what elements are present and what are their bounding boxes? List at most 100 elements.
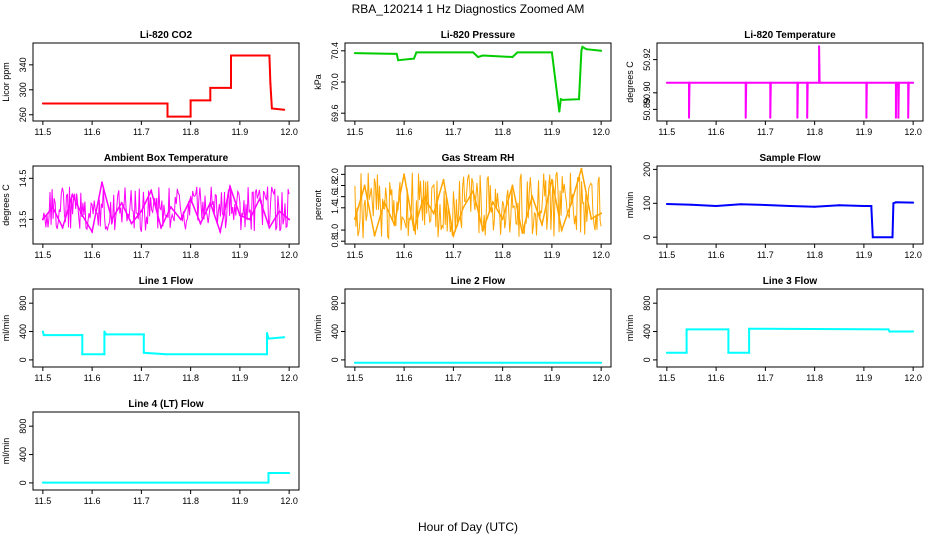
x-tick-label: 11.6 <box>708 250 725 260</box>
data-point <box>585 48 588 51</box>
data-point <box>561 98 564 101</box>
data-point <box>353 52 356 55</box>
x-tick-label: 11.8 <box>182 250 199 260</box>
panel-title: Line 3 Flow <box>763 276 818 287</box>
data-point <box>600 212 603 215</box>
data-point <box>580 167 583 170</box>
data-point <box>590 217 593 220</box>
y-tick-label: 800 <box>18 296 28 311</box>
data-point <box>266 332 268 334</box>
series-line <box>42 472 290 484</box>
y-tick-label: 0 <box>18 357 28 362</box>
x-tick-label: 11.7 <box>133 250 150 260</box>
x-tick-label: 11.9 <box>231 250 248 260</box>
x-tick-label: 11.9 <box>231 127 248 137</box>
data-point <box>862 205 865 207</box>
y-tick-label: 1.4 <box>330 202 340 215</box>
data-point <box>501 217 504 220</box>
data-point <box>413 229 415 232</box>
data-point <box>42 334 45 337</box>
data-point <box>283 336 286 339</box>
data-point <box>578 98 580 101</box>
data-point <box>481 54 484 57</box>
x-tick-label: 11.8 <box>806 373 823 383</box>
data-point <box>888 330 891 333</box>
data-point <box>769 81 772 84</box>
data-point <box>865 116 868 119</box>
data-point <box>907 116 910 119</box>
data-point <box>166 115 169 118</box>
data-point <box>870 205 873 207</box>
data-point <box>580 49 583 52</box>
data-point <box>103 330 106 333</box>
y-tick-label: 0 <box>330 357 340 362</box>
y-axis-label: ml/min <box>625 192 635 219</box>
data-point <box>818 45 821 48</box>
data-point <box>403 173 406 176</box>
figure-title: RBA_120214 1 Hz Diagnostics Zoomed AM <box>352 2 585 16</box>
y-tick-label: 260 <box>18 107 28 122</box>
x-tick-label: 12.0 <box>592 373 610 383</box>
y-tick-label: 1.0 <box>330 224 340 237</box>
data-point <box>907 81 910 84</box>
data-point <box>41 481 44 484</box>
data-point <box>169 206 172 209</box>
panel-title: Line 2 Flow <box>451 276 506 287</box>
data-point <box>415 51 418 54</box>
x-tick-label: 11.9 <box>231 496 248 506</box>
x-tick-label: 11.5 <box>346 250 363 260</box>
x-tick-label: 11.5 <box>34 127 51 137</box>
data-point <box>179 218 182 221</box>
data-point <box>912 330 915 333</box>
panel-title: Sample Flow <box>759 153 820 164</box>
data-point <box>894 116 897 119</box>
data-point <box>511 56 514 58</box>
data-point <box>422 195 425 198</box>
data-point <box>267 481 270 484</box>
y-tick-label: 400 <box>18 324 28 339</box>
data-point <box>477 56 479 58</box>
data-point <box>393 223 396 226</box>
data-point <box>600 49 603 52</box>
data-point <box>442 178 445 181</box>
y-tick-label: 200 <box>642 162 652 177</box>
data-point <box>353 217 356 220</box>
x-tick-label: 11.9 <box>543 250 560 260</box>
data-point <box>685 328 688 331</box>
data-point <box>110 218 113 221</box>
data-point <box>140 210 143 213</box>
data-point <box>248 218 251 221</box>
x-tick-label: 11.7 <box>757 127 774 137</box>
x-tick-label: 12.0 <box>904 127 922 137</box>
data-point <box>189 99 192 102</box>
data-point <box>373 234 376 237</box>
data-point <box>395 52 398 55</box>
plot-frame <box>32 42 300 122</box>
panel-4: Gas Stream RH percent 11.5 11.6 11.7 11.8 11.9… <box>313 153 612 260</box>
data-point <box>727 351 730 354</box>
data-point <box>748 327 751 330</box>
data-point <box>472 51 475 54</box>
x-tick-label: 11.9 <box>543 127 560 137</box>
panel-title: Line 1 Flow <box>139 276 194 287</box>
x-tick-label: 11.7 <box>133 496 150 506</box>
panel-9: Line 4 (LT) Flow ml/min 11.5 11.6 11.7 11.8 11… <box>1 399 300 506</box>
data-point <box>685 351 688 354</box>
x-tick-label: 11.5 <box>34 373 51 383</box>
data-point <box>238 214 241 217</box>
plot-frame <box>32 411 300 491</box>
data-point <box>462 206 465 209</box>
panel-2: Li-820 Temperature degrees C 11.5 11.6 11.7 1… <box>625 30 924 137</box>
data-point <box>209 201 212 204</box>
data-point <box>267 337 270 340</box>
x-tick-label: 12.0 <box>280 373 298 383</box>
data-point <box>665 203 668 205</box>
data-point <box>383 201 386 204</box>
data-point <box>560 229 563 232</box>
data-point <box>41 218 44 221</box>
data-point <box>189 115 192 118</box>
x-tick-label: 11.5 <box>658 373 675 383</box>
data-point <box>101 181 103 184</box>
series-line <box>41 331 285 356</box>
data-point <box>871 236 874 239</box>
